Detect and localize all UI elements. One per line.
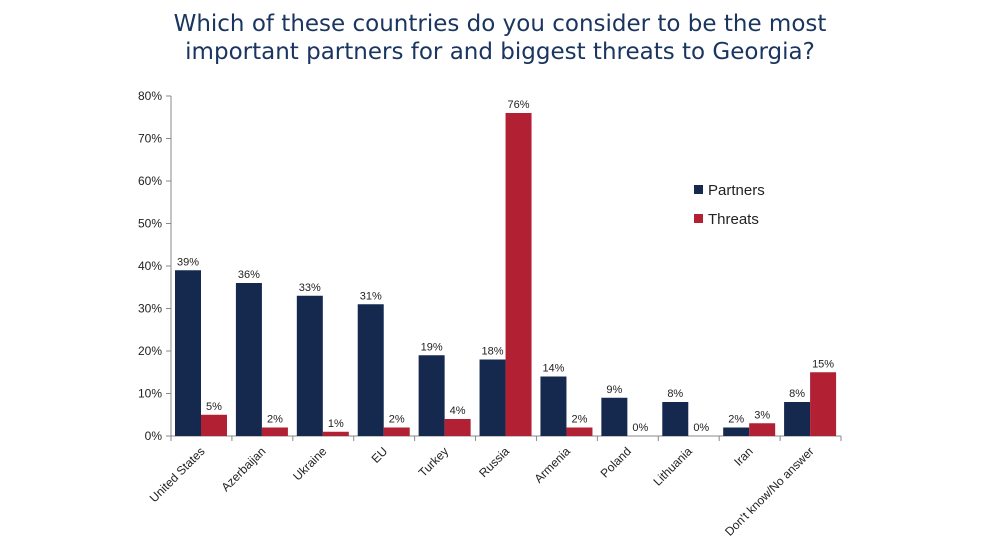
y-tick-label: 40% xyxy=(138,259,162,273)
bar-partners xyxy=(175,270,201,436)
bar-partners xyxy=(479,359,506,436)
chart-title-line-1: Which of these countries do you consider… xyxy=(173,11,827,37)
data-label-partners: 36% xyxy=(238,269,260,281)
data-label-threats: 5% xyxy=(206,401,222,413)
bar-threats xyxy=(810,372,837,436)
x-category-label: Armenia xyxy=(532,444,574,486)
legend-swatch-threats xyxy=(694,214,703,223)
chart-title: Which of these countries do you consider… xyxy=(0,10,1000,66)
bar-partners xyxy=(418,355,445,436)
data-label-threats: 2% xyxy=(389,414,405,426)
data-label-threats: 15% xyxy=(812,358,834,370)
data-label-partners: 18% xyxy=(482,346,504,358)
data-label-partners: 9% xyxy=(606,384,622,396)
x-category-label: Ukraine xyxy=(290,444,329,483)
legend-swatch-partners xyxy=(694,185,703,194)
x-category-label: Poland xyxy=(598,444,634,480)
data-label-threats: 4% xyxy=(450,405,466,417)
legend-label-partners: Partners xyxy=(708,182,765,199)
y-tick-label: 20% xyxy=(138,344,162,358)
data-label-partners: 31% xyxy=(360,290,382,302)
data-label-threats: 76% xyxy=(508,99,530,111)
bar-threats xyxy=(322,431,349,436)
legend-label-threats: Threats xyxy=(708,211,759,228)
data-label-partners: 39% xyxy=(177,256,199,268)
data-label-partners: 8% xyxy=(789,388,805,400)
x-category-label: United States xyxy=(147,444,208,505)
data-label-partners: 8% xyxy=(667,388,683,400)
data-label-partners: 19% xyxy=(421,341,443,353)
chart-title-line-2: important partners for and biggest threa… xyxy=(185,39,815,65)
x-category-label: Russia xyxy=(476,444,512,480)
data-label-partners: 14% xyxy=(542,363,564,375)
y-tick-label: 0% xyxy=(145,429,163,443)
x-category-label: Azerbaijan xyxy=(218,444,268,494)
bar-partners xyxy=(235,283,262,436)
bar-partners xyxy=(540,376,567,436)
data-label-partners: 33% xyxy=(299,282,321,294)
y-tick-label: 30% xyxy=(138,302,162,316)
data-label-threats: 2% xyxy=(572,414,588,426)
bar-threats xyxy=(505,113,532,436)
x-category-label: Turkey xyxy=(416,444,452,480)
bar-partners xyxy=(662,402,689,436)
bar-threats xyxy=(444,419,471,436)
y-tick-label: 50% xyxy=(138,217,162,231)
data-label-partners: 2% xyxy=(728,414,744,426)
x-category-label: Lithuania xyxy=(650,444,695,489)
x-category-label: EU xyxy=(369,444,391,466)
bar-threats xyxy=(261,427,288,436)
data-label-threats: 3% xyxy=(754,409,770,421)
bar-threats xyxy=(749,423,776,436)
x-category-label: Iran xyxy=(731,444,756,469)
bar-threats xyxy=(566,427,593,436)
data-label-threats: 2% xyxy=(267,414,283,426)
data-label-threats: 1% xyxy=(328,418,344,430)
y-tick-label: 10% xyxy=(138,387,162,401)
bar-threats xyxy=(383,427,410,436)
data-label-threats: 0% xyxy=(632,422,648,434)
bar-partners xyxy=(723,427,750,436)
bar-partners xyxy=(784,402,811,436)
bar-partners xyxy=(601,397,628,436)
data-label-threats: 0% xyxy=(693,422,709,434)
bar-partners xyxy=(357,304,384,436)
y-tick-label: 70% xyxy=(138,132,162,146)
bar-partners xyxy=(296,295,323,436)
bar-threats xyxy=(201,414,227,436)
y-tick-label: 80% xyxy=(138,89,162,103)
y-tick-label: 60% xyxy=(138,174,162,188)
